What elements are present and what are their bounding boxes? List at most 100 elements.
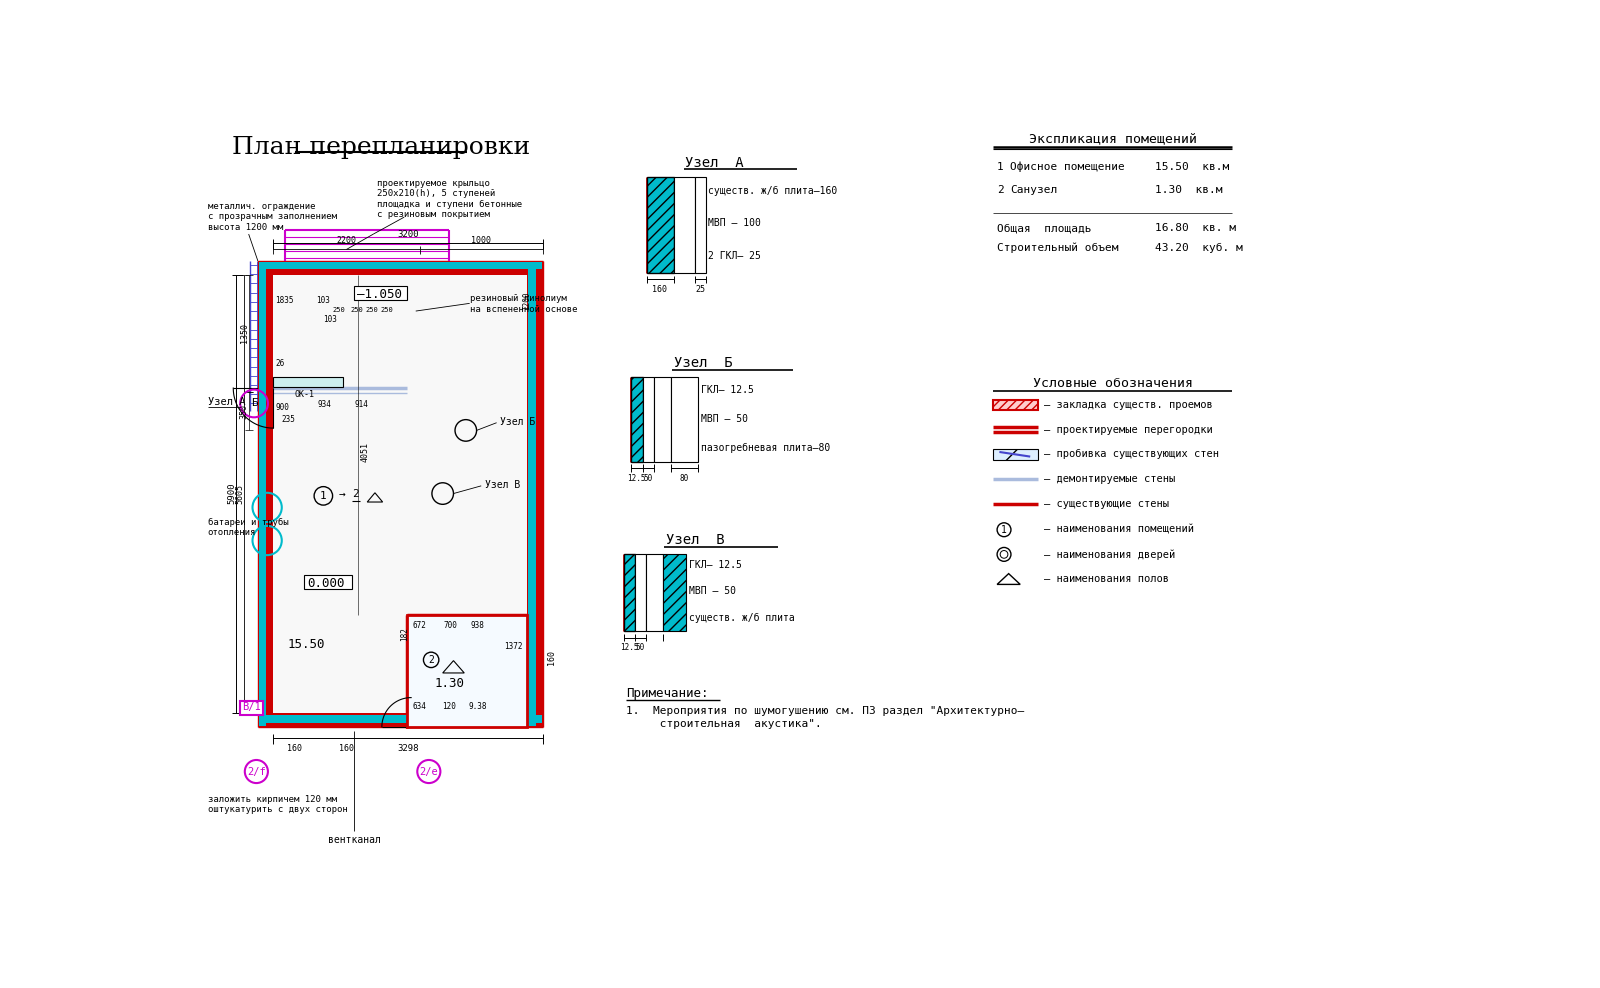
Text: 1200: 1200 <box>522 291 531 310</box>
Text: 1350: 1350 <box>240 323 248 344</box>
Text: 15.50  кв.м: 15.50 кв.м <box>1155 162 1229 172</box>
Text: 938: 938 <box>470 620 485 629</box>
Text: 634: 634 <box>413 702 427 711</box>
Text: 900: 900 <box>275 403 290 412</box>
Text: 350: 350 <box>240 404 248 419</box>
Text: вентканал: вентканал <box>328 835 381 845</box>
Text: 103: 103 <box>317 295 330 304</box>
Bar <box>274 376 342 387</box>
Bar <box>646 177 674 274</box>
Bar <box>696 177 706 274</box>
Text: 2: 2 <box>352 489 358 499</box>
Text: – проектируемые перегородки: – проектируемые перегородки <box>1045 425 1213 435</box>
Bar <box>304 575 352 589</box>
Text: 50: 50 <box>643 473 653 482</box>
Text: существ. ж/б плита–160: существ. ж/б плита–160 <box>709 186 838 196</box>
Text: –1.050: –1.050 <box>357 288 402 301</box>
Bar <box>646 554 662 631</box>
Bar <box>624 554 635 631</box>
Text: Офисное помещение: Офисное помещение <box>1010 162 1125 172</box>
Text: – наименования дверей: – наименования дверей <box>1045 549 1176 559</box>
Text: 4051: 4051 <box>360 442 370 462</box>
Text: 16.80  кв. м: 16.80 кв. м <box>1155 223 1235 233</box>
Text: существ. ж/б плита: существ. ж/б плита <box>690 613 795 622</box>
Bar <box>643 377 654 462</box>
Text: строительная  акустика".: строительная акустика". <box>626 719 822 729</box>
Text: 250: 250 <box>333 307 346 313</box>
Text: 160: 160 <box>653 285 667 293</box>
Text: Строительный объем: Строительный объем <box>997 242 1118 253</box>
Text: 250: 250 <box>365 307 378 313</box>
Text: 3298: 3298 <box>397 744 419 753</box>
Text: 120: 120 <box>442 702 456 711</box>
Text: 250: 250 <box>350 307 363 313</box>
Bar <box>654 377 670 462</box>
Text: 1: 1 <box>997 162 1003 172</box>
Text: 700: 700 <box>443 620 458 629</box>
Text: 914: 914 <box>355 399 368 409</box>
Text: 2: 2 <box>997 185 1003 195</box>
Text: 1: 1 <box>1002 525 1006 535</box>
Bar <box>258 261 542 275</box>
Text: 9.38: 9.38 <box>469 702 488 711</box>
Bar <box>240 701 264 715</box>
Bar <box>259 262 266 726</box>
Text: 15.50: 15.50 <box>286 638 325 651</box>
Text: 934: 934 <box>318 399 331 409</box>
Text: 5900: 5900 <box>227 483 237 504</box>
Bar <box>670 377 698 462</box>
Text: Условные обозначения: Условные обозначения <box>1032 376 1192 389</box>
Text: 1372: 1372 <box>504 642 523 651</box>
Bar <box>258 713 542 727</box>
Text: 103: 103 <box>323 315 338 324</box>
Text: – наименования помещений: – наименования помещений <box>1045 525 1194 535</box>
Text: 160: 160 <box>339 744 354 753</box>
Text: ГКЛ– 12.5: ГКЛ– 12.5 <box>690 560 742 570</box>
Text: 1835: 1835 <box>275 295 294 304</box>
Text: – пробивка существующих стен: – пробивка существующих стен <box>1045 450 1219 459</box>
Text: Экспликация помещений: Экспликация помещений <box>1029 132 1197 145</box>
Text: 25: 25 <box>696 285 706 293</box>
Text: – наименования полов: – наименования полов <box>1045 574 1170 584</box>
Text: Узел  В: Узел В <box>666 533 725 546</box>
Bar <box>632 377 643 462</box>
Text: 235: 235 <box>282 415 294 424</box>
Bar <box>674 177 696 274</box>
Text: 250: 250 <box>381 307 394 313</box>
Text: Узел А: Узел А <box>208 397 245 407</box>
Text: 2 ГКЛ– 25: 2 ГКЛ– 25 <box>709 251 762 262</box>
Text: Β/1: Β/1 <box>242 702 261 712</box>
Bar <box>528 261 542 727</box>
Text: резиновый линолиум
на вспененной основе: резиновый линолиум на вспененной основе <box>470 294 578 313</box>
Text: 1000: 1000 <box>470 236 491 245</box>
Bar <box>259 262 542 270</box>
Text: Санузел: Санузел <box>1010 185 1058 195</box>
Text: – существующие стены: – существующие стены <box>1045 499 1170 509</box>
Text: проектируемое крыльцо
250x210(h), 5 ступеней
площадка и ступени бетонные
с резин: проектируемое крыльцо 250x210(h), 5 ступ… <box>378 179 522 219</box>
Text: Б: Б <box>251 398 258 408</box>
Bar <box>994 449 1038 459</box>
Bar <box>662 554 686 631</box>
Text: 160: 160 <box>547 650 555 665</box>
Text: 3200: 3200 <box>397 229 419 239</box>
Text: План перепланировки: План перепланировки <box>232 135 530 158</box>
Text: 2/e: 2/e <box>419 767 438 777</box>
Text: батареи и трубы
отопления: батареи и трубы отопления <box>208 518 288 536</box>
Text: Узел  А: Узел А <box>685 155 744 170</box>
Text: 50: 50 <box>635 643 645 652</box>
Text: 80: 80 <box>678 473 688 482</box>
Text: ОК-1: ОК-1 <box>294 390 314 399</box>
Text: ГКЛ– 12.5: ГКЛ– 12.5 <box>701 384 754 394</box>
Text: 2200: 2200 <box>336 236 357 245</box>
Text: МВП – 100: МВП – 100 <box>709 218 762 228</box>
Bar <box>258 261 274 727</box>
Text: 2: 2 <box>429 655 434 665</box>
Text: 12.5: 12.5 <box>627 473 646 482</box>
Text: 182: 182 <box>400 626 410 640</box>
Text: МВП – 50: МВП – 50 <box>701 414 747 424</box>
Text: Узел Б: Узел Б <box>501 417 536 428</box>
Text: 160: 160 <box>288 744 302 753</box>
Bar <box>354 287 406 300</box>
Text: 12.5: 12.5 <box>619 643 638 652</box>
Text: 1.30  кв.м: 1.30 кв.м <box>1155 185 1222 195</box>
